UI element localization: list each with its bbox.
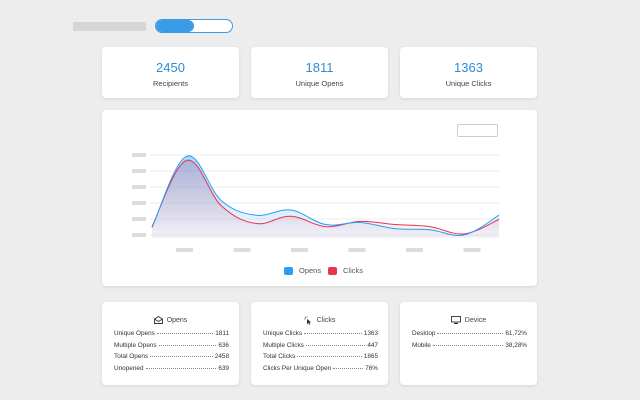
y-tick-label: [132, 185, 146, 189]
envelope-open-icon: [153, 316, 163, 324]
panel-header: Opens: [102, 316, 239, 324]
opens-line: [151, 155, 500, 236]
panel-title: Device: [464, 316, 487, 324]
chart-card: Opens Clicks: [102, 110, 537, 286]
stat-card-unique-clicks: 1363 Unique Clicks: [400, 47, 537, 98]
device-rows: Desktop 61,72% Mobile 38,28%: [412, 330, 527, 353]
header-placeholder-bar: [73, 22, 146, 31]
panel-title: Opens: [166, 316, 188, 324]
stat-row-label: Total Opens: [114, 353, 149, 361]
panel-title: Clicks: [316, 317, 336, 324]
opens-rows: Unique Opens 1811 Multiple Opens 636 Total O…: [114, 330, 229, 377]
stat-row: Desktop 61,72%: [412, 330, 527, 342]
stat-row-label: Total Clicks: [263, 353, 296, 361]
legend-item-clicks[interactable]: Clicks: [328, 266, 363, 275]
monitor-icon: [450, 316, 461, 324]
legend-label: Opens: [299, 266, 322, 275]
stat-row-label: Clicks Per Unique Open: [263, 365, 332, 373]
stat-row-label: Mobile: [412, 341, 431, 349]
stat-row: Unique Clicks 1363: [263, 330, 378, 342]
dotted-leader: [437, 333, 504, 334]
legend-swatch-opens: [284, 266, 293, 275]
stat-row-value: 76%: [365, 365, 378, 373]
dotted-leader: [432, 344, 504, 346]
stat-row: Total Opens 2458: [114, 353, 229, 365]
dotted-leader: [145, 368, 217, 370]
stat-label: Unique Opens: [295, 79, 344, 88]
clicks-panel: Clicks Unique Clicks 1363 Multiple Clicks 4…: [251, 302, 388, 385]
stat-row-value: 2458: [214, 353, 229, 361]
clicks-rows: Unique Clicks 1363 Multiple Clicks 447 Total…: [263, 330, 378, 377]
x-tick-label: [176, 248, 193, 252]
cursor-click-icon: [303, 316, 311, 325]
x-tick-label: [233, 248, 251, 252]
opens-area: [152, 155, 499, 238]
y-tick-label: [132, 153, 146, 157]
stat-row-value: 61,72%: [505, 330, 527, 337]
legend-item-opens[interactable]: Opens: [284, 266, 321, 275]
dotted-leader: [333, 368, 364, 370]
stat-row: Total Clicks 1865: [263, 353, 378, 365]
x-tick-label: [463, 248, 481, 252]
stat-row: Multiple Opens 636: [114, 342, 229, 354]
stat-row: Multiple Clicks 447: [263, 342, 378, 354]
chart-range-select[interactable]: [457, 124, 498, 137]
stat-row-label: Unopened: [114, 365, 144, 373]
stat-card-recipients: 2450 Recipients: [102, 47, 239, 98]
x-tick-label: [348, 248, 366, 252]
stat-row-value: 1363: [363, 330, 378, 337]
stat-row: Mobile 38,28%: [412, 342, 527, 354]
stat-row-label: Desktop: [412, 330, 436, 337]
device-panel: Device Desktop 61,72% Mobile 38,28%: [400, 302, 537, 385]
clicks-line: [151, 159, 500, 235]
dotted-leader: [297, 356, 362, 358]
dotted-leader: [158, 344, 217, 346]
stat-row-label: Unique Opens: [114, 330, 155, 337]
stat-card-unique-opens: 1811 Unique Opens: [251, 47, 388, 98]
dotted-leader: [156, 333, 214, 334]
stat-value: 1363: [454, 60, 483, 75]
opens-clicks-chart: [132, 153, 500, 252]
stat-row: Clicks Per Unique Open 76%: [263, 365, 378, 377]
stat-row-value: 447: [367, 341, 378, 349]
stat-row-value: 1811: [215, 330, 229, 337]
stat-label: Unique Clicks: [445, 79, 492, 88]
stat-row-value: 636: [218, 341, 229, 349]
stat-row-value: 1865: [363, 353, 378, 361]
panel-header: Device: [400, 316, 537, 324]
stat-label: Recipients: [152, 79, 189, 88]
stat-row-label: Multiple Opens: [114, 341, 157, 349]
dotted-leader: [304, 333, 362, 334]
opens-panel: Opens Unique Opens 1811 Multiple Opens 636 T…: [102, 302, 239, 385]
y-tick-label: [132, 201, 146, 205]
stat-row-value: 38,28%: [505, 341, 527, 349]
x-tick-label: [406, 248, 423, 252]
view-toggle[interactable]: [155, 19, 233, 33]
y-tick-label: [132, 169, 146, 173]
stat-value: 1811: [305, 60, 334, 75]
legend-swatch-clicks: [328, 266, 337, 275]
panel-header: Clicks: [251, 316, 388, 325]
stat-row: Unopened 639: [114, 365, 229, 377]
stat-row-label: Multiple Clicks: [263, 341, 304, 349]
stat-row-label: Unique Clicks: [263, 330, 303, 337]
toggle-fill: [156, 20, 194, 32]
stat-row: Unique Opens 1811: [114, 330, 229, 342]
dotted-leader: [305, 344, 366, 346]
stat-row-value: 639: [218, 365, 229, 373]
x-tick-label: [291, 248, 308, 252]
y-tick-label: [132, 233, 146, 237]
dotted-leader: [150, 356, 213, 358]
legend-label: Clicks: [343, 266, 363, 275]
y-tick-label: [132, 217, 146, 221]
stat-value: 2450: [156, 60, 185, 75]
